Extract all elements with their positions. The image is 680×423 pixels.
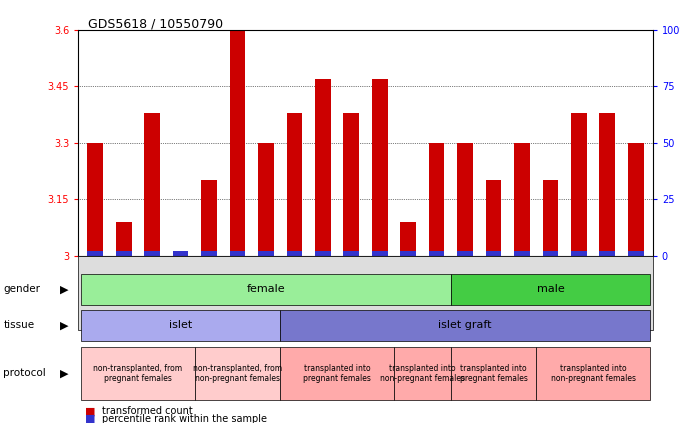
Text: transplanted into
non-pregnant females: transplanted into non-pregnant females	[380, 364, 465, 383]
Text: male: male	[537, 284, 564, 294]
Text: transplanted into
pregnant females: transplanted into pregnant females	[460, 364, 528, 383]
Bar	[258, 143, 274, 256]
Bar	[543, 181, 558, 256]
Text: protocol: protocol	[3, 368, 46, 378]
Text: ▶: ▶	[61, 368, 69, 378]
Text: transplanted into
non-pregnant females: transplanted into non-pregnant females	[551, 364, 636, 383]
Bar	[116, 222, 131, 256]
Bar	[429, 143, 445, 256]
Bar	[315, 251, 330, 256]
Bar	[571, 113, 587, 256]
Text: ■: ■	[85, 414, 95, 423]
Bar	[230, 251, 245, 256]
Bar	[486, 181, 501, 256]
Bar	[514, 251, 530, 256]
Bar	[600, 251, 615, 256]
Bar	[144, 113, 160, 256]
Text: transplanted into
pregnant females: transplanted into pregnant females	[303, 364, 371, 383]
Bar	[286, 113, 302, 256]
Text: percentile rank within the sample: percentile rank within the sample	[102, 414, 267, 423]
Bar	[230, 30, 245, 256]
Text: tissue: tissue	[3, 320, 35, 330]
Bar	[286, 251, 302, 256]
Bar	[372, 251, 388, 256]
Bar	[315, 79, 330, 256]
Bar	[486, 251, 501, 256]
Bar	[571, 251, 587, 256]
Bar	[543, 251, 558, 256]
Text: non-transplanted, from
non-pregnant females: non-transplanted, from non-pregnant fema…	[193, 364, 282, 383]
Bar	[514, 143, 530, 256]
Bar	[457, 251, 473, 256]
Bar	[372, 79, 388, 256]
Bar	[401, 251, 416, 256]
Bar	[88, 251, 103, 256]
Text: female: female	[247, 284, 285, 294]
Bar	[343, 251, 359, 256]
Bar	[457, 143, 473, 256]
Bar	[401, 222, 416, 256]
Bar	[429, 251, 445, 256]
Text: ▶: ▶	[61, 284, 69, 294]
Bar	[144, 251, 160, 256]
Bar	[628, 251, 643, 256]
Bar	[258, 251, 274, 256]
Bar	[88, 143, 103, 256]
Bar	[600, 113, 615, 256]
Bar	[116, 251, 131, 256]
Text: ▶: ▶	[61, 320, 69, 330]
Text: ■: ■	[85, 406, 95, 416]
Bar	[628, 143, 643, 256]
Bar	[201, 181, 217, 256]
Bar	[173, 251, 188, 256]
Text: islet graft: islet graft	[439, 320, 492, 330]
Text: GDS5618 / 10550790: GDS5618 / 10550790	[88, 18, 224, 31]
Bar	[201, 251, 217, 256]
Text: non-transplanted, from
pregnant females: non-transplanted, from pregnant females	[93, 364, 182, 383]
Text: gender: gender	[3, 284, 40, 294]
Text: transformed count: transformed count	[102, 406, 192, 416]
Text: islet: islet	[169, 320, 192, 330]
Bar	[343, 113, 359, 256]
